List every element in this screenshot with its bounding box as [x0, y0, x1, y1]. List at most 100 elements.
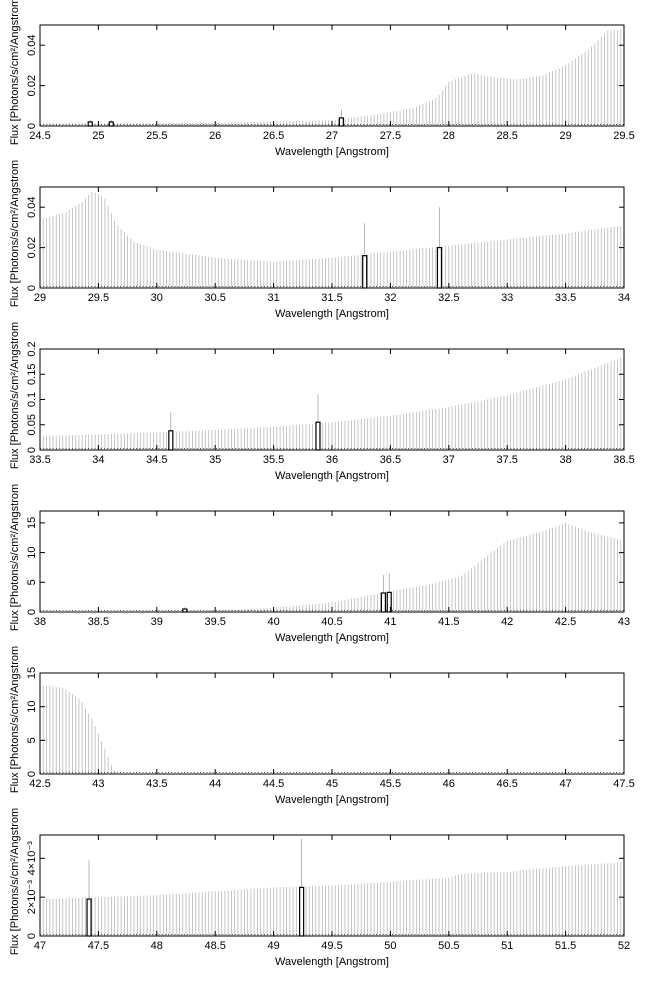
y-tick-label: 0.02	[26, 237, 38, 258]
x-tick-label: 43	[618, 616, 630, 628]
line-bar	[87, 121, 93, 127]
x-axis-label: Wavelength [Angstrom]	[275, 632, 389, 644]
spectrum-panel-4: 38 38.5 39 39.5 40 40.5 41 41.5 42 42.5 43 0 5 10 15 Wa…	[9, 484, 630, 644]
x-tick-label: 34.5	[146, 454, 167, 466]
y-tick-label: 4×10⁻³	[26, 841, 38, 876]
x-tick-label: 29.5	[613, 130, 634, 142]
x-tick-label: 25.5	[146, 130, 167, 142]
y-axis-label: Flux [Photons/s/cm²/Angstrom	[9, 646, 21, 793]
x-tick-label: 40	[267, 616, 279, 628]
spectrum-panel-1: 24.5 25 25.5 26 26.5 27 27.5 28 28.5 29 29.5 0 0.02 0…	[9, 0, 635, 158]
x-axis-label: Wavelength [Angstrom]	[275, 794, 389, 806]
x-tick-label: 42	[501, 616, 513, 628]
x-tick-label: 35.5	[263, 454, 284, 466]
spectrum-panel-6: 47 47.5 48 48.5 49 49.5 50 50.5 51 51.5 52 0 2×10⁻³ 4…	[9, 808, 630, 968]
x-tick-label: 38.5	[613, 454, 634, 466]
y-tick-label: 0	[26, 123, 38, 129]
x-tick-label: 44	[209, 778, 221, 790]
x-tick-label: 39.5	[204, 616, 225, 628]
x-tick-label: 39	[151, 616, 163, 628]
line-bar	[108, 121, 114, 127]
x-tick-label: 30.5	[204, 292, 225, 304]
x-tick-label: 51	[501, 940, 513, 952]
y-tick-label: 0	[26, 771, 38, 777]
line-bar	[338, 117, 344, 127]
y-tick-label: 0.2	[26, 341, 38, 356]
x-tick-label: 49.5	[321, 940, 342, 952]
x-tick-label: 40.5	[321, 616, 342, 628]
x-tick-label: 31.5	[321, 292, 342, 304]
y-tick-label: 0	[26, 609, 38, 615]
y-tick-label: 5	[26, 737, 38, 743]
x-tick-label: 37	[443, 454, 455, 466]
continuum-sticks	[39, 356, 625, 450]
line-bar	[436, 247, 443, 289]
spectrum-panel-2: 29 29.5 30 30.5 31 31.5 32 32.5 33 33.5 34 0 0.02 0.0…	[9, 160, 630, 320]
x-tick-label: 25	[92, 130, 104, 142]
x-tick-label: 29.5	[88, 292, 109, 304]
y-tick-label: 0.15	[26, 364, 38, 385]
x-tick-label: 33	[501, 292, 513, 304]
x-tick-label: 38.5	[88, 616, 109, 628]
x-tick-label: 41	[384, 616, 396, 628]
x-tick-label: 43.5	[146, 778, 167, 790]
y-tick-label: 2×10⁻³	[26, 880, 38, 915]
x-tick-label: 32.5	[438, 292, 459, 304]
x-tick-label: 48	[151, 940, 163, 952]
x-tick-label: 42.5	[29, 778, 50, 790]
x-tick-label: 47	[559, 778, 571, 790]
continuum-sticks	[39, 685, 116, 774]
continuum-sticks	[39, 522, 625, 612]
y-axis-label: Flux [Photons/s/cm²/Angstrom	[9, 322, 21, 469]
x-tick-label: 43	[92, 778, 104, 790]
line-bar	[362, 255, 368, 289]
x-tick-label: 44.5	[263, 778, 284, 790]
y-tick-label: 0	[26, 285, 38, 291]
x-tick-label: 35	[209, 454, 221, 466]
line-bar	[86, 898, 92, 937]
line-bar	[299, 886, 305, 937]
continuum-sticks	[39, 862, 625, 936]
x-tick-label: 26.5	[263, 130, 284, 142]
x-tick-label: 31	[267, 292, 279, 304]
y-tick-label: 0.1	[26, 392, 38, 407]
y-tick-label: 5	[26, 579, 38, 585]
x-tick-label: 48.5	[204, 940, 225, 952]
y-axis-label: Flux [Photons/s/cm²/Angstrom	[9, 484, 21, 631]
x-axis-label: Wavelength [Angstrom]	[275, 470, 389, 482]
x-tick-label: 52	[618, 940, 630, 952]
x-tick-label: 45.5	[380, 778, 401, 790]
y-tick-label: 0	[26, 933, 38, 939]
x-axis-label: Wavelength [Angstrom]	[275, 308, 389, 320]
x-tick-label: 49	[267, 940, 279, 952]
y-tick-label: 0.05	[26, 414, 38, 435]
x-tick-label: 28.5	[496, 130, 517, 142]
y-tick-label: 0.04	[26, 34, 38, 55]
x-tick-label: 47.5	[613, 778, 634, 790]
y-axis-label: Flux [Photons/s/cm²/Angstrom	[9, 0, 21, 145]
x-tick-label: 46.5	[496, 778, 517, 790]
x-tick-label: 34	[92, 454, 104, 466]
x-tick-label: 27	[326, 130, 338, 142]
y-tick-label: 0.04	[26, 196, 38, 217]
x-tick-label: 33.5	[555, 292, 576, 304]
y-axis-label: Flux [Photons/s/cm²/Angstrom	[9, 160, 21, 307]
x-tick-label: 42.5	[555, 616, 576, 628]
line-bar	[168, 430, 174, 451]
x-tick-label: 27.5	[380, 130, 401, 142]
x-tick-label: 38	[34, 616, 46, 628]
continuum-sticks	[39, 29, 625, 126]
x-tick-label: 36	[326, 454, 338, 466]
x-tick-label: 38	[559, 454, 571, 466]
x-tick-label: 29	[559, 130, 571, 142]
x-tick-label: 41.5	[438, 616, 459, 628]
x-tick-label: 37.5	[496, 454, 517, 466]
x-tick-label: 47.5	[88, 940, 109, 952]
y-tick-label: 15	[26, 517, 38, 529]
y-tick-label: 10	[26, 701, 38, 713]
x-tick-label: 45	[326, 778, 338, 790]
spectrum-panel-5: 42.5 43 43.5 44 44.5 45 45.5 46 46.5 47 47.5 0 5 10 15…	[9, 646, 635, 806]
x-tick-label: 33.5	[29, 454, 50, 466]
x-tick-label: 28	[443, 130, 455, 142]
